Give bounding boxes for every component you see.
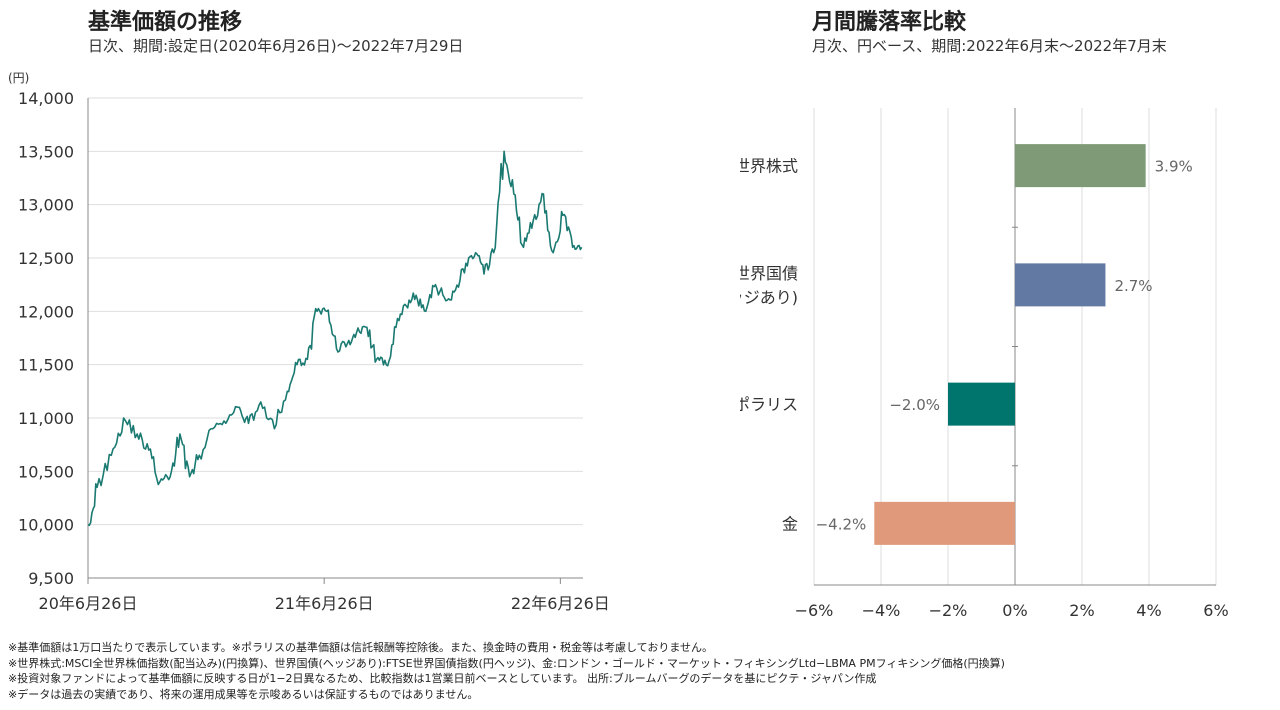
bar-chart-title: 月間騰落率比較 [812, 10, 967, 35]
category-label: 世界国債 [740, 264, 798, 283]
line-chart-subtitle: 日次、期間:設定日(2020年6月26日)〜2022年7月29日 [88, 37, 464, 55]
nav-line-chart: (円) 9,500 10,000 10,500 11,000 11,500 12,000 1… [8, 71, 610, 613]
bar-value-label: −4.2% [816, 515, 867, 533]
x-tick-label: 6% [1203, 601, 1228, 620]
bar-value-label: 3.9% [1155, 158, 1193, 176]
category-label: 世界株式 [740, 157, 798, 176]
y-tick-label: 12,000 [18, 302, 74, 321]
bar [1015, 263, 1106, 307]
footnotes: ※基準価額は1万口当たりで表示しています。※ポラリスの基準価額は信託報酬等控除後… [8, 640, 1005, 702]
x-tick-label: 0% [1002, 601, 1027, 620]
bar-value-label: 2.7% [1114, 277, 1152, 295]
y-axis-unit: (円) [8, 71, 29, 85]
x-tick-label: −2% [929, 601, 968, 620]
category-label: 金 [782, 514, 798, 533]
line-chart-grid [87, 97, 583, 579]
bar [948, 382, 1015, 426]
x-tick-label: 21年6月26日 [275, 594, 374, 613]
y-tick-label: 10,000 [18, 516, 74, 535]
x-tick-label: 4% [1136, 601, 1161, 620]
bar [874, 501, 1015, 545]
bar-value-label: −2.0% [889, 396, 940, 414]
category-label: (ヘッジあり) [740, 288, 798, 307]
y-tick-label: 14,000 [18, 89, 74, 108]
y-tick-label: 9,500 [28, 569, 74, 588]
x-tick-label: −4% [862, 601, 901, 620]
monthly-return-bar-chart: 3.9%2.7%−2.0%−4.2% 世界株式世界国債(ヘッジあり)ポラリス金 … [740, 108, 1229, 620]
line-chart-title: 基準価額の推移 [88, 10, 243, 35]
line-chart-y-ticks: 9,500 10,000 10,500 11,000 11,500 12,000 12,50… [18, 89, 74, 588]
x-tick-label: 22年6月26日 [511, 594, 610, 613]
y-tick-label: 11,000 [18, 409, 74, 428]
y-tick-label: 13,000 [18, 196, 74, 215]
x-tick-label: 2% [1069, 601, 1094, 620]
bar-chart-bars: 3.9% 2.7% −2.0% −4.2% [816, 144, 1193, 545]
footnote-1: ※基準価額は1万口当たりで表示しています。※ポラリスの基準価額は信託報酬等控除後… [8, 641, 714, 654]
line-chart-x-ticks: 20年6月26日 21年6月26日 22年6月26日 [39, 578, 610, 613]
footnote-2: ※世界株式:MSCI全世界株価指数(配当込み)(円換算)、世界国債(ヘッジあり)… [8, 656, 1005, 670]
bar-chart-x-ticks: −6% −4% −2% 0% 2% 4% 6% [795, 601, 1229, 620]
bar [1015, 144, 1146, 188]
y-tick-label: 11,500 [18, 356, 74, 375]
x-tick-label: −6% [795, 601, 834, 620]
x-tick-label: 20年6月26日 [39, 594, 138, 613]
footnote-3: ※投資対象ファンドによって基準価額に反映する日が1−2日異なるため、比較指数は1… [8, 672, 877, 685]
y-tick-label: 10,500 [18, 462, 74, 481]
y-tick-label: 13,500 [18, 142, 74, 161]
nav-series-line [87, 150, 583, 527]
bar-chart-subtitle: 月次、円ベース、期間:2022年6月末〜2022年7月末 [812, 37, 1167, 55]
category-label: ポラリス [740, 395, 798, 414]
footnote-4: ※データは過去の実績であり、将来の運用成果等を示唆あるいは保証するものではありま… [8, 687, 479, 701]
y-tick-label: 12,500 [18, 249, 74, 268]
